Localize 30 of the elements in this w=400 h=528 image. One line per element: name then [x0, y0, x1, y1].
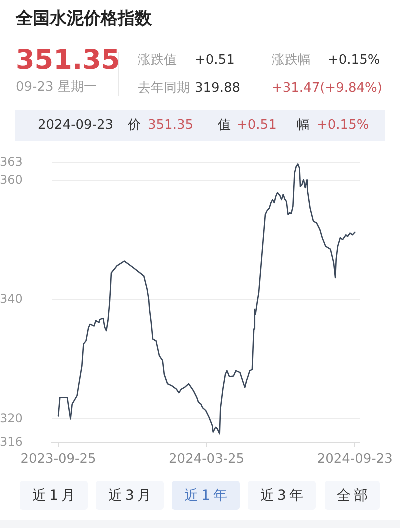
text: 351.35 [16, 45, 120, 76]
text: 09-23 星期一 [16, 80, 97, 95]
y-tick-label: 360 [0, 172, 23, 187]
x-tick-label: 2024-09-23 [317, 452, 393, 468]
text: +0.15% [328, 53, 380, 68]
y-tick-label: 316 [0, 435, 23, 450]
text: 2024-09-23 [38, 118, 114, 133]
text: 319.88 [195, 81, 240, 96]
text: +0.15% [317, 118, 370, 133]
text: 价 [128, 118, 141, 133]
text: 去年同期 [138, 81, 190, 96]
range-button: 近3年 [248, 481, 316, 510]
y-tick-label: 363 [0, 155, 23, 170]
text: 值 [218, 118, 231, 133]
y-tick-label: 320 [0, 411, 23, 426]
range-button: 近1年 [172, 481, 240, 510]
text: 351.35 [148, 118, 194, 133]
text: 幅 [297, 118, 310, 133]
range-button: 近1月 [20, 481, 88, 510]
range-button: 全部 [325, 481, 380, 510]
text: +0.51 [237, 118, 277, 133]
text: +31.47(+9.84%) [272, 81, 382, 96]
y-tick-label: 340 [0, 292, 23, 306]
text: 涨跌值 [138, 53, 177, 68]
text: +0.51 [195, 53, 235, 68]
chart-title: 全国水泥价格指数 [16, 9, 152, 29]
x-tick-label: 2023-09-25 [20, 452, 96, 468]
text: 涨跌幅 [272, 53, 311, 68]
x-tick-label: 2024-03-25 [169, 452, 245, 468]
range-button: 近3月 [96, 481, 164, 510]
